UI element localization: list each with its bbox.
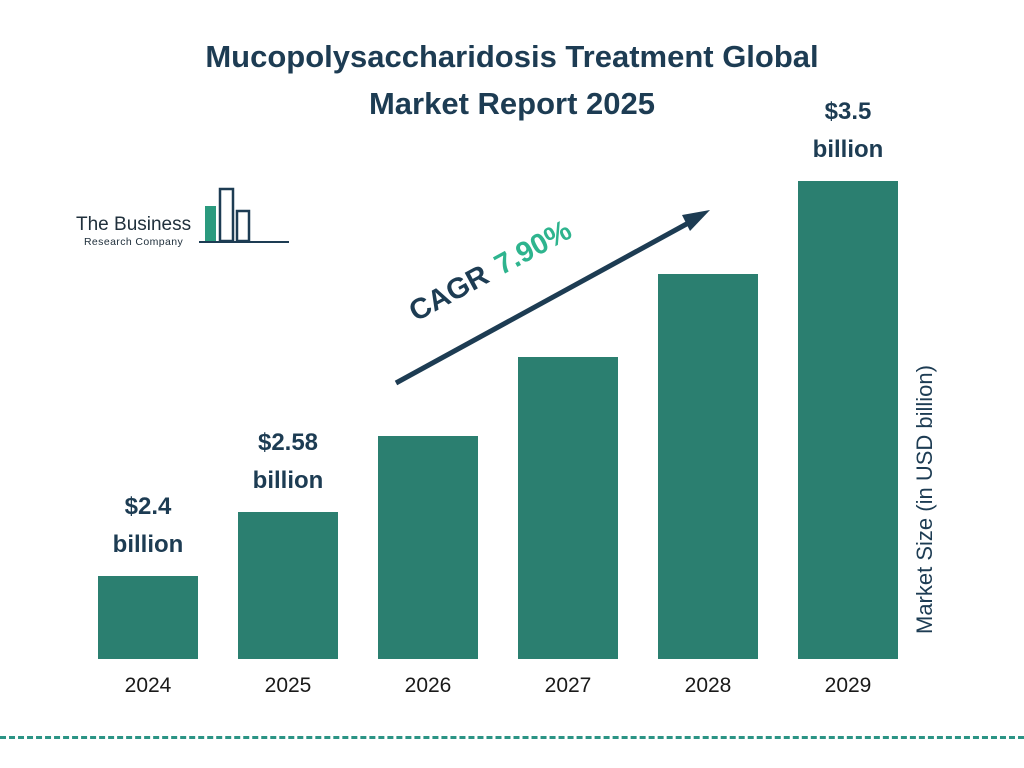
x-axis-label: 2028 — [684, 674, 732, 697]
company-logo-text: The Business Research Company — [76, 214, 191, 248]
bar-chart: $2.4 billion 2024 $2.58 billion 2025 2026 2027 2… — [78, 88, 918, 700]
x-axis-label: 2024 — [124, 674, 172, 697]
bar — [238, 512, 338, 659]
x-axis-label: 2026 — [404, 674, 452, 697]
bar-value-label: $3.5 billion — [812, 98, 884, 163]
bar — [658, 274, 758, 659]
logo-text-line2: Research Company — [83, 236, 184, 248]
bar — [378, 436, 478, 659]
bottom-dashed-divider — [0, 736, 1024, 739]
bar-column: 2027 — [498, 88, 638, 700]
x-axis-label: 2025 — [264, 674, 312, 697]
bar-column: 2028 — [638, 88, 778, 700]
bar — [798, 181, 898, 659]
bar-value-label: $2.4 billion — [112, 493, 184, 558]
page-title: Mucopolysaccharidosis Treatment Global M… — [112, 34, 912, 127]
y-axis-title: Market Size (in USD billion) — [912, 365, 937, 635]
bar-column: 2026 — [358, 88, 498, 700]
x-axis-label: 2029 — [824, 674, 872, 697]
page-title-line1: Mucopolysaccharidosis Treatment Global — [205, 39, 819, 74]
bar — [98, 576, 198, 659]
logo-text-line1: The Business — [76, 214, 192, 235]
bar — [518, 357, 618, 659]
company-logo: The Business Research Company — [76, 186, 291, 248]
bar-column: $2.4 billion 2024 — [78, 88, 218, 700]
bar-value-label: $2.58 billion — [252, 429, 324, 494]
bar-column: $2.58 billion 2025 — [218, 88, 358, 700]
page-title-line2: Market Report 2025 — [368, 85, 655, 121]
bar-chart-logo-icon — [199, 187, 290, 243]
bar-column: $3.5 billion 2029 — [778, 88, 918, 700]
x-axis-label: 2027 — [544, 674, 592, 697]
